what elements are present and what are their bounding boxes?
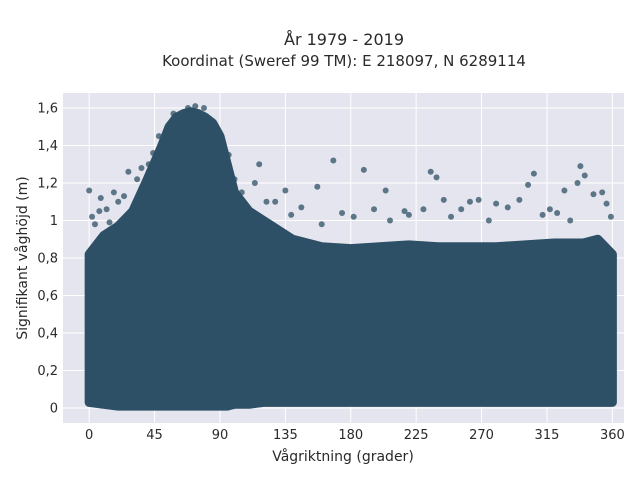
scatter-point: [106, 219, 113, 226]
x-tick-label: 45: [146, 428, 163, 443]
scatter-point: [433, 174, 440, 181]
y-tick-label: 0,8: [37, 252, 58, 267]
y-tick-label: 0,6: [37, 289, 58, 304]
scatter-point: [145, 161, 152, 168]
x-tick-label: 180: [338, 428, 363, 443]
x-tick-label: 225: [404, 428, 429, 443]
scatter-point: [86, 187, 93, 194]
scatter-point: [330, 157, 337, 164]
scatter-point: [272, 198, 279, 205]
scatter-point: [546, 206, 553, 213]
scatter-point: [192, 103, 199, 110]
scatter-point: [288, 211, 295, 218]
scatter-point: [314, 183, 321, 190]
scatter-point: [525, 181, 532, 188]
y-tick-label: 1,2: [37, 177, 58, 192]
scatter-point: [493, 200, 500, 207]
scatter-point: [170, 110, 177, 117]
scatter-point: [350, 213, 357, 220]
scatter-point: [603, 200, 610, 207]
scatter-point: [466, 198, 473, 205]
scatter-point: [427, 168, 434, 175]
y-tick-label: 1,6: [37, 102, 58, 117]
scatter-point: [371, 206, 378, 213]
scatter-point: [485, 217, 492, 224]
y-tick-label: 1,4: [37, 139, 58, 154]
scatter-point: [238, 189, 245, 196]
scatter-point: [91, 221, 98, 228]
scatter-point: [339, 210, 346, 216]
x-tick-label: 360: [600, 428, 625, 443]
y-axis-label: Signifikant våghöjd (m): [14, 176, 31, 339]
y-tick-label: 0: [50, 402, 58, 417]
scatter-point: [420, 206, 427, 213]
scatter-point: [125, 168, 132, 175]
scatter-point: [89, 213, 96, 220]
scatter-point: [382, 187, 389, 194]
scatter-point: [530, 170, 537, 177]
scatter-point: [97, 195, 104, 201]
scatter-point: [184, 105, 191, 111]
scatter-point: [150, 150, 157, 156]
scatter-point: [263, 198, 270, 205]
scatter-point: [121, 193, 128, 200]
scatter-point: [251, 180, 258, 186]
scatter-point: [387, 217, 394, 224]
scatter-point: [155, 133, 162, 140]
scatter-point: [516, 196, 523, 203]
scatter-density-cloud: [84, 107, 617, 411]
scatter-point: [405, 211, 412, 218]
y-tick-labels: 0 0,2 0,4 0,6 0,8 1 1,2 1,4 1,6: [37, 102, 58, 417]
scatter-point: [577, 163, 584, 170]
x-tick-label: 135: [273, 428, 298, 443]
scatter-point: [581, 172, 588, 179]
y-tick-label: 1: [50, 214, 58, 229]
scatter-point: [256, 161, 263, 168]
scatter-point: [96, 208, 103, 215]
x-axis-label: Vågriktning (grader): [272, 448, 414, 465]
scatter-point: [567, 217, 574, 224]
y-tick-label: 0,4: [37, 327, 58, 342]
scatter-point: [561, 187, 568, 194]
x-tick-label: 270: [469, 428, 494, 443]
scatter-point: [504, 204, 511, 211]
scatter-point: [282, 187, 289, 194]
x-tick-labels: 0 45 90 135 180 225 270 315 360: [85, 428, 625, 443]
scatter-point: [115, 198, 122, 205]
scatter-point: [458, 206, 465, 213]
x-tick-label: 315: [535, 428, 560, 443]
x-tick-label: 0: [85, 428, 93, 443]
x-tick-label: 90: [212, 428, 229, 443]
scatter-point: [475, 196, 482, 203]
scatter-point: [200, 105, 207, 111]
scatter-point: [110, 189, 117, 196]
scatter-point: [103, 206, 110, 213]
scatter-point: [298, 204, 305, 211]
chart-title-line2: Koordinat (Sweref 99 TM): E 218097, N 62…: [162, 52, 526, 70]
scatter-point: [225, 151, 232, 158]
density-cloud: [84, 107, 617, 411]
scatter-point: [401, 208, 408, 215]
scatter-point: [231, 176, 238, 183]
scatter-point: [554, 210, 561, 216]
scatter-points: [86, 103, 614, 228]
chart-title-line1: År 1979 - 2019: [284, 30, 404, 49]
scatter-point: [318, 221, 325, 228]
scatter-point: [448, 213, 455, 220]
scatter-point: [590, 191, 597, 198]
scatter-point: [574, 180, 581, 186]
scatter-point: [607, 213, 614, 220]
scatter-point: [539, 211, 546, 218]
scatter-point: [138, 165, 145, 171]
scatter-point: [360, 166, 367, 173]
scatter-point: [599, 189, 606, 196]
scatter-point: [134, 176, 141, 183]
scatter-point: [440, 196, 447, 203]
y-tick-label: 0,2: [37, 364, 58, 379]
